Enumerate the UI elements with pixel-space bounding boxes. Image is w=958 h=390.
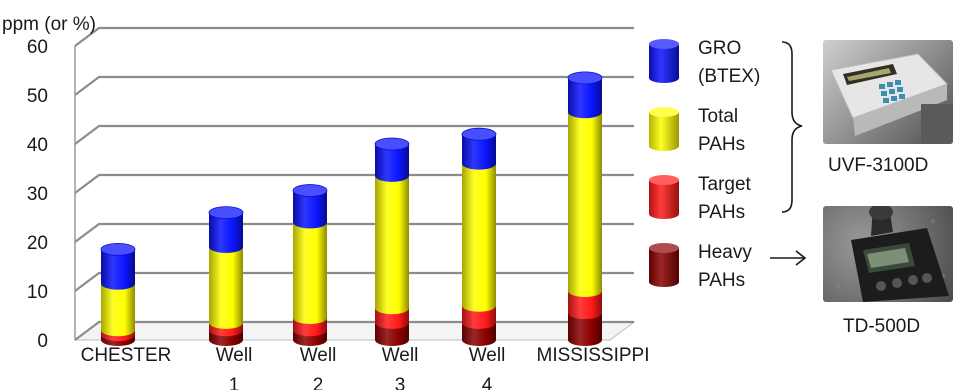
legend-label: Total PAHs	[698, 106, 745, 155]
legend-swatch-cap	[649, 243, 679, 253]
legend-swatch	[649, 180, 679, 219]
bar-segment: Total PAHs CHESTER: 9.5	[101, 283, 135, 337]
y-tick-label: 0	[37, 331, 48, 352]
brace-icon	[781, 41, 803, 213]
legend-item: GRO (BTEX)	[649, 38, 760, 87]
x-tick-label: CHESTER	[81, 345, 172, 366]
y-axis-label: ppm (or %)	[2, 14, 96, 35]
y-tick-label: 30	[27, 184, 48, 205]
bar-segment: GRO (BTEX) CHESTER: 7	[101, 249, 135, 290]
bar-segment: GRO (BTEX) Well 4: 6	[462, 134, 496, 170]
y-tick-label: 40	[27, 135, 48, 156]
bar-segment: Heavy PAHs Well 4: 3.5	[462, 322, 496, 346]
y-tick-label: 20	[27, 233, 48, 254]
bar-segment: Target PAHs MISSISSIPPI: 4.5	[568, 291, 602, 320]
bar-stack: Heavy PAHs Well 4: 3.5Target PAHs Well 4…	[461, 127, 497, 346]
floor	[73, 321, 636, 341]
legend-swatch-cap	[649, 39, 679, 49]
gridline	[74, 124, 634, 145]
bar-segment: GRO (BTEX) Well 3: 6.5	[375, 144, 409, 182]
legend-label: Target PAHs	[698, 174, 752, 223]
bar-segment: Total PAHs Well 4: 29	[462, 163, 496, 312]
bar-top-cap	[567, 71, 603, 85]
bar-top-cap	[292, 184, 328, 197]
bar-top-cap	[461, 127, 497, 141]
bar-stack: Heavy PAHs Well 2: 2Target PAHs Well 2: …	[292, 184, 328, 346]
bar-segment: GRO (BTEX) Well 1: 7	[209, 212, 243, 253]
legend-swatch	[649, 44, 679, 83]
gridlines	[73, 26, 636, 341]
legend-swatch-cap	[649, 175, 679, 185]
y-tick-label: 60	[27, 37, 48, 58]
x-tick-label: MISSISSIPPI	[537, 345, 650, 366]
legend-item: Heavy PAHs	[649, 242, 752, 291]
bar-segment: Target PAHs Well 4: 3.5	[462, 305, 496, 329]
td-500d-label: TD-500D	[843, 316, 921, 337]
td-500d-photo	[823, 206, 953, 302]
gridline	[74, 271, 634, 292]
legend-swatch	[649, 112, 679, 151]
bar-top-cap	[100, 242, 136, 256]
legend-item: Total PAHs	[649, 106, 745, 155]
legend: GRO (BTEX) Total PAHs Target PAHs Heavy PAHs	[649, 38, 760, 291]
bar-segment: Total PAHs Well 1: 15.5	[209, 246, 243, 329]
uvf-3100d-photo	[823, 40, 953, 144]
uvf-3100d-label: UVF-3100D	[828, 155, 929, 176]
bar-segment: Heavy PAHs MISSISSIPPI: 5.5	[568, 313, 602, 346]
y-tick-label: 10	[27, 282, 48, 303]
gridline	[74, 26, 634, 47]
gridline	[74, 75, 634, 96]
x-tick-label: Well 4	[469, 345, 506, 390]
bar-stack: Heavy PAHs MISSISSIPPI: 5.5Target PAHs M…	[567, 71, 603, 346]
x-tick-label: Well 3	[382, 345, 419, 390]
bar-top-cap	[208, 206, 244, 220]
legend-item: Target PAHs	[649, 174, 752, 223]
gridline	[74, 320, 634, 341]
x-tick-label: Well 1	[216, 345, 253, 390]
x-tick-label: Well 2	[300, 345, 337, 390]
bar-segment: Heavy PAHs Well 3: 3.5	[375, 322, 409, 346]
bar-segment: Total PAHs Well 2: 19.5	[293, 222, 327, 324]
bar-segment: GRO (BTEX) MISSISSIPPI: 7	[568, 77, 602, 119]
bar-stack: Heavy PAHs CHESTER: 1Target PAHs CHESTER…	[100, 242, 136, 346]
bar-stack: Heavy PAHs Well 3: 3.5Target PAHs Well 3…	[374, 137, 410, 346]
legend-label: Heavy PAHs	[698, 242, 752, 291]
legend-swatch	[649, 248, 679, 287]
bar-stack: Heavy PAHs Well 1: 2Target PAHs Well 1: …	[208, 206, 244, 346]
y-tick-label: 50	[27, 86, 48, 107]
bar-segment: Total PAHs Well 3: 27	[375, 175, 409, 315]
bar-top-cap	[374, 137, 410, 151]
gridline	[74, 222, 634, 243]
bar-segment: Total PAHs MISSISSIPPI: 36.5	[568, 112, 602, 298]
legend-swatch-cap	[649, 107, 679, 117]
legend-label: GRO (BTEX)	[698, 38, 760, 87]
gridline	[74, 173, 634, 194]
bar-segment: GRO (BTEX) Well 2: 6.5	[293, 190, 327, 229]
arrow-icon	[770, 250, 807, 266]
bars: Heavy PAHs CHESTER: 1Target PAHs CHESTER…	[100, 71, 603, 346]
